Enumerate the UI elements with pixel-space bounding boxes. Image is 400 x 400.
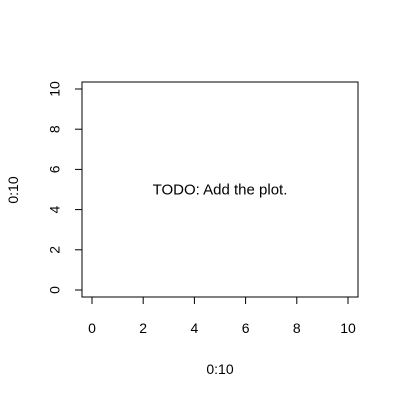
y-tick-label: 2 xyxy=(47,246,63,254)
y-tick-label: 6 xyxy=(47,165,63,173)
x-axis-ticks: 0 2 4 6 8 10 xyxy=(88,297,356,336)
plot-annotation: TODO: Add the plot. xyxy=(153,182,288,199)
y-axis-label: 0:10 xyxy=(5,176,21,203)
x-tick-label: 4 xyxy=(191,320,199,336)
y-tick-label: 10 xyxy=(47,81,63,97)
x-axis-label: 0:10 xyxy=(206,361,233,377)
y-tick-label: 4 xyxy=(47,205,63,213)
x-tick-label: 8 xyxy=(293,320,301,336)
y-tick-label: 0 xyxy=(47,286,63,294)
y-axis-ticks: 0 2 4 6 8 10 xyxy=(47,81,82,294)
x-tick-label: 2 xyxy=(139,320,147,336)
x-tick-label: 10 xyxy=(340,320,356,336)
x-axis: 0 2 4 6 8 10 xyxy=(88,296,356,336)
y-tick-label: 8 xyxy=(47,125,63,133)
y-axis: 0 2 4 6 8 10 xyxy=(47,81,83,294)
x-tick-label: 6 xyxy=(242,320,250,336)
x-tick-label: 0 xyxy=(88,320,96,336)
